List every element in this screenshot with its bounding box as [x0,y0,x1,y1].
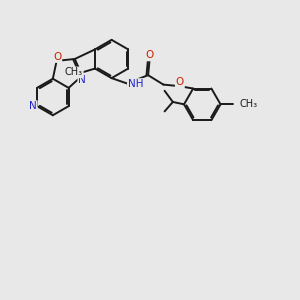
Text: O: O [53,52,61,62]
Text: O: O [176,77,184,87]
Text: O: O [146,50,154,60]
Text: CH₃: CH₃ [239,99,257,109]
Text: NH: NH [128,79,143,89]
Text: CH₃: CH₃ [65,68,83,77]
Text: N: N [78,75,86,85]
Text: N: N [29,101,37,111]
